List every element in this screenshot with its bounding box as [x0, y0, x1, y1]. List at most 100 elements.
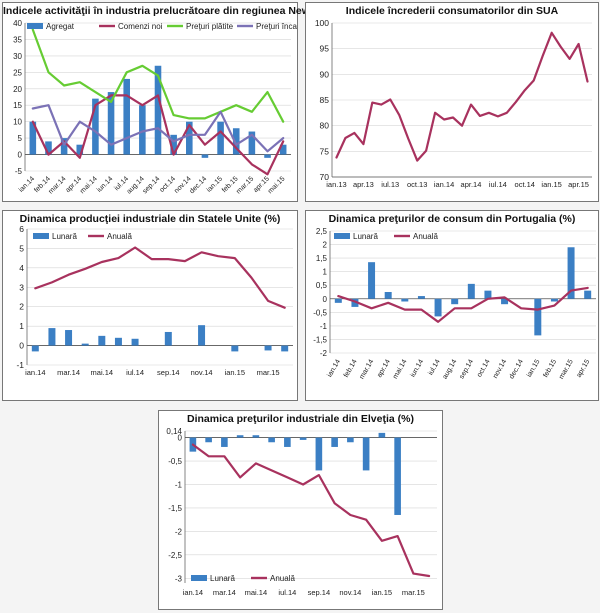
bar-lunara-8 — [164, 331, 172, 346]
bar-lunara-6 — [284, 437, 291, 447]
y-tick-label: 1,5 — [316, 254, 328, 263]
bar-agregat-2 — [60, 138, 68, 155]
x-tick-label: ian.14 — [183, 588, 203, 597]
y-tick-label: 5 — [18, 134, 23, 143]
x-tick-label: feb.15 — [542, 358, 558, 378]
bar-agregat-15 — [264, 154, 271, 158]
bar-agregat-13 — [232, 128, 240, 155]
legend-label-preturi-incasate: Preţuri încasate — [256, 22, 297, 31]
bar-lunara-15 — [584, 290, 592, 299]
x-tick-label: sep.14 — [157, 368, 180, 377]
y-tick-label: 0,14 — [166, 427, 182, 436]
x-tick-label: oct.14 — [515, 180, 535, 189]
x-tick-label: sep.14 — [142, 175, 162, 195]
x-tick-label: mai.14 — [79, 175, 99, 195]
legend-swatch-lunara — [334, 233, 350, 239]
y-tick-label: 15 — [13, 101, 22, 110]
x-tick-label: iul.14 — [427, 358, 441, 376]
x-tick-label: iul.14 — [278, 588, 296, 597]
x-tick-label: apr.14 — [461, 180, 482, 189]
legend-label-comenzi-noi: Comenzi noi — [118, 22, 163, 31]
y-tick-label: -1 — [320, 322, 328, 331]
x-tick-label: mar.15 — [558, 358, 575, 380]
bar-lunara-5 — [114, 337, 122, 346]
y-tick-label: 75 — [320, 146, 330, 156]
y-tick-label: -1,5 — [313, 335, 327, 344]
x-tick-label: mai.14 — [392, 358, 409, 380]
bar-agregat-1 — [45, 141, 52, 155]
x-tick-label: sep.14 — [308, 588, 331, 597]
chart-us-prod-svg: -1 0 1 2 3 4 5 6 ian.14 mar.14 mai.14 iul.14 sep.14 n… — [16, 224, 293, 377]
series-line-anuala — [337, 286, 589, 323]
x-tick-label: iul.14 — [126, 368, 144, 377]
x-tick-label: mai.14 — [91, 368, 114, 377]
bar-lunara-4 — [252, 435, 260, 438]
chart-panel-pt-cpi: Dinamica preţurilor de consum din Portug… — [305, 210, 599, 401]
y-tick-label: 0 — [178, 434, 183, 443]
y-tick-label: -3 — [175, 574, 183, 583]
x-tick-label: ian.14 — [25, 368, 45, 377]
x-tick-label: nov.14 — [191, 368, 213, 377]
bar-lunara-9 — [484, 290, 492, 299]
legend-label-anuala: Anuală — [107, 232, 132, 241]
bar-lunara-4 — [401, 298, 409, 302]
bar-agregat-14 — [248, 131, 256, 155]
bar-lunara-14 — [264, 345, 272, 351]
series-line-comenzi-noi — [31, 94, 285, 176]
y-tick-label: 95 — [320, 44, 330, 54]
chart-ch-ppi-svg: -3 -2,5 -2 -1,5 -1 -0,5 00,14 ian.14 mar.14 mai.1… — [166, 427, 437, 597]
x-tick-label: apr.15 — [568, 180, 589, 189]
bar-lunara-6 — [434, 298, 442, 317]
bar-agregat-11 — [201, 154, 209, 158]
bar-lunara-12 — [378, 432, 386, 438]
x-tick-label: oct.13 — [407, 180, 427, 189]
bar-lunara-2 — [65, 330, 73, 346]
bar-lunara-3 — [236, 435, 244, 438]
y-tick-label: -2,5 — [168, 551, 182, 560]
y-tick-label: 0 — [323, 295, 328, 304]
y-tick-label: -2 — [175, 527, 183, 536]
bar-agregat-10 — [186, 121, 193, 155]
y-tick-label: 80 — [320, 121, 330, 131]
bar-agregat-16 — [279, 144, 287, 155]
x-tick-label: feb.14 — [343, 358, 359, 378]
y-tick-label: 5 — [19, 243, 24, 253]
bar-agregat-3 — [76, 144, 84, 155]
x-tick-label: dec.14 — [189, 175, 209, 195]
bar-agregat-0 — [29, 121, 37, 155]
x-tick-label: mar.14 — [47, 175, 67, 195]
bar-lunara-8 — [467, 283, 475, 299]
y-tick-label: 40 — [13, 19, 22, 28]
bar-agregat-6 — [123, 78, 130, 155]
bar-lunara-2 — [221, 437, 228, 447]
x-tick-label: ian.15 — [372, 588, 392, 597]
bar-agregat-8 — [154, 65, 162, 155]
y-tick-label: 3 — [19, 282, 24, 292]
bar-lunara-10 — [198, 325, 206, 346]
y-tick-label: -0,5 — [168, 457, 182, 466]
y-tick-label: 2 — [19, 302, 24, 312]
y-tick-label: 70 — [320, 172, 330, 182]
legend-label-anuala: Anuală — [413, 232, 438, 241]
x-tick-label: iun.14 — [410, 358, 426, 378]
bar-lunara-3 — [384, 292, 392, 299]
chart-title: Indicele activităţii în industria preluc… — [3, 5, 336, 17]
bar-lunara-8 — [315, 437, 323, 471]
bar-lunara-11 — [362, 437, 370, 471]
bar-lunara-5 — [268, 437, 275, 443]
x-tick-label: ian.14 — [434, 180, 454, 189]
x-tick-label: oct.14 — [476, 358, 492, 378]
bar-agregat-12 — [217, 121, 224, 155]
bar-agregat-4 — [92, 98, 99, 155]
y-tick-label: 0 — [18, 151, 23, 160]
series-line-indicele-increderii-consumatorilor — [335, 31, 589, 162]
x-tick-label: ian.14 — [326, 358, 342, 378]
y-tick-label: -1 — [175, 480, 183, 489]
y-tick-label: 2,5 — [316, 227, 328, 236]
x-tick-label: iul.14 — [489, 180, 507, 189]
series-line-preturi-platite — [31, 28, 285, 123]
x-tick-label: apr.15 — [576, 358, 592, 378]
x-tick-label: ian.14 — [18, 175, 37, 194]
y-tick-label: 25 — [13, 68, 22, 77]
bar-lunara-0 — [334, 298, 342, 303]
